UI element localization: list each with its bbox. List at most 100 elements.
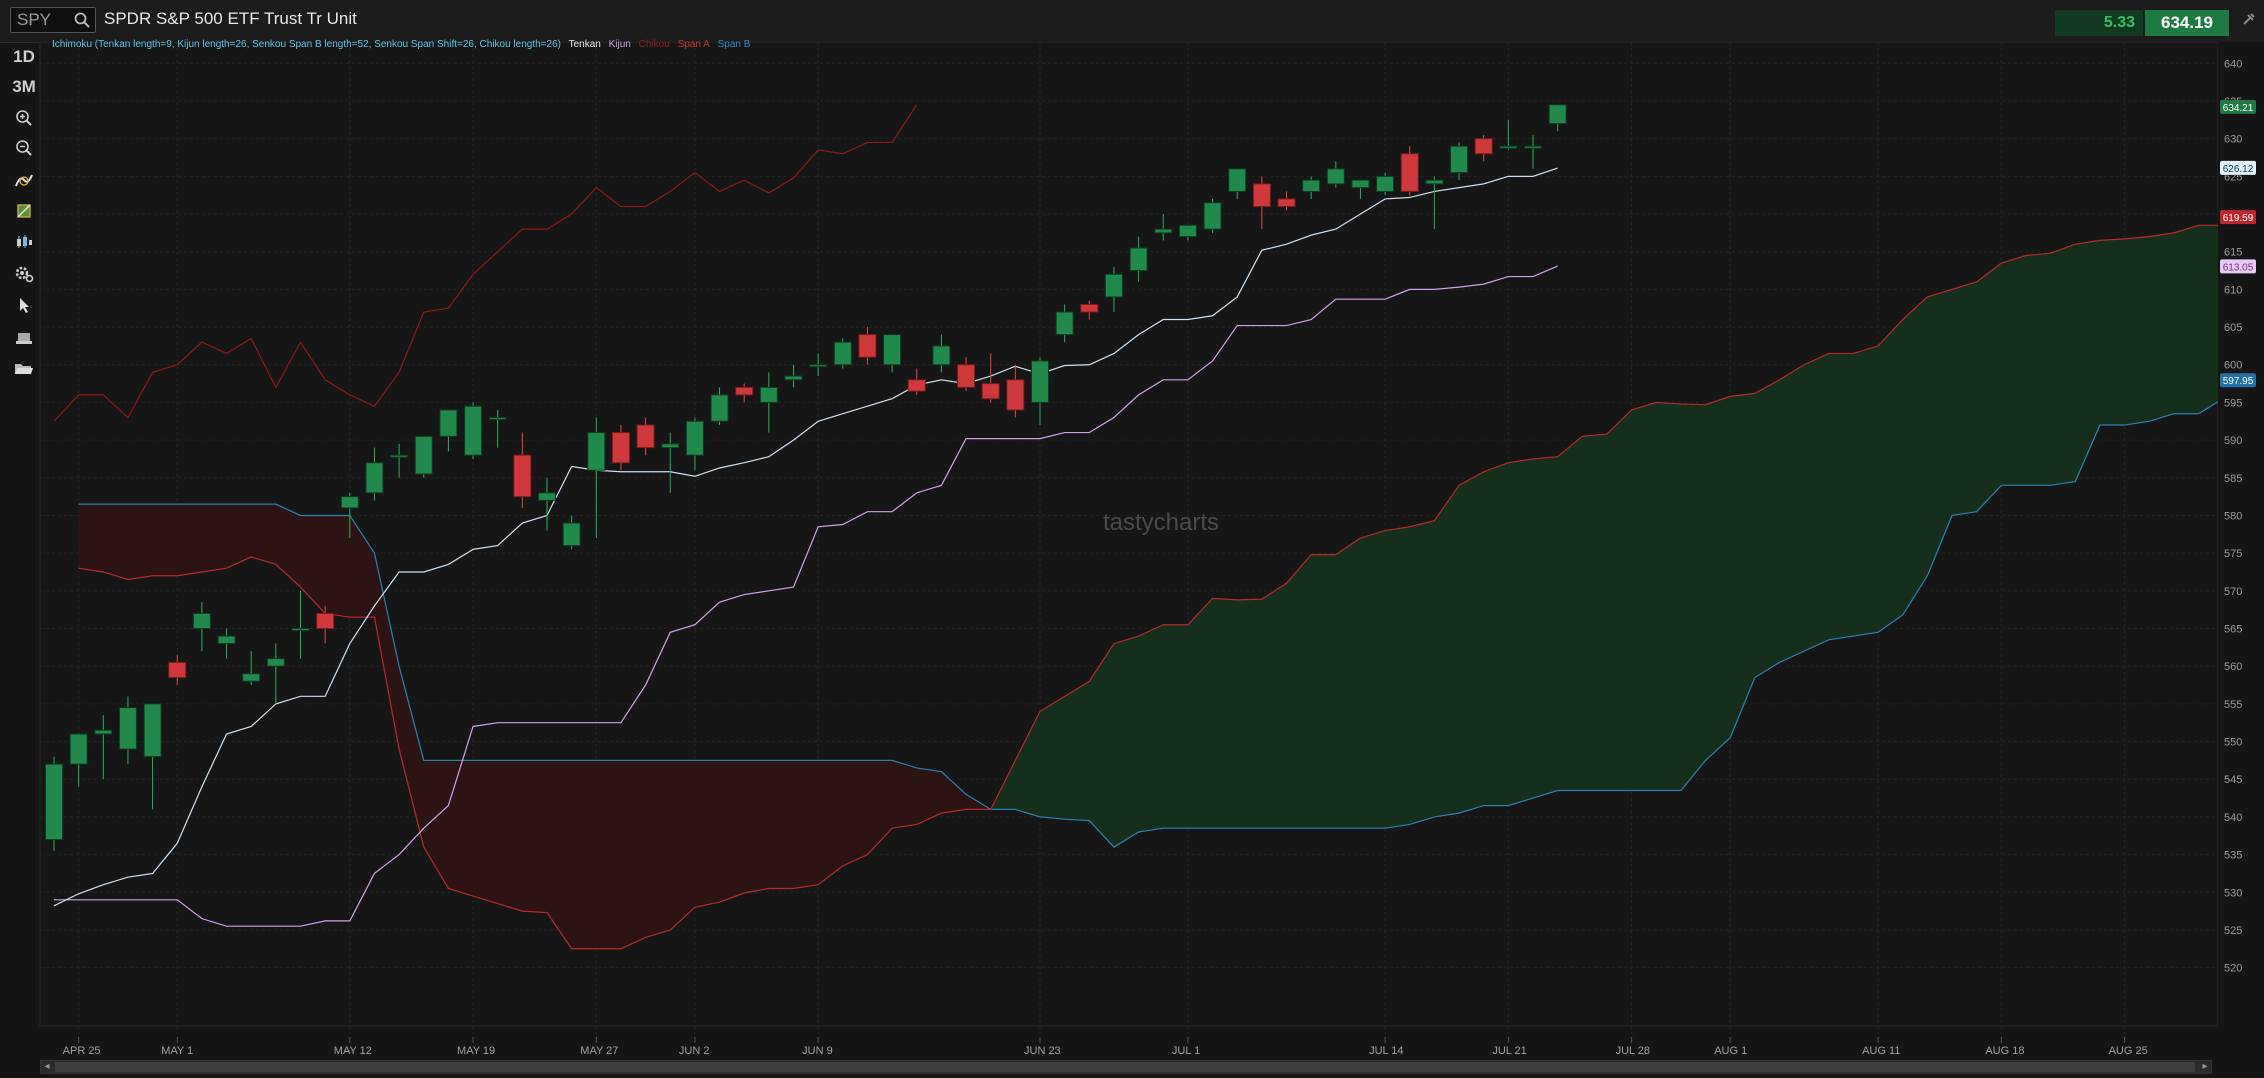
candle[interactable] [143, 703, 162, 758]
layout-icon[interactable] [8, 325, 40, 351]
price-tag-label: 626.12 [2223, 164, 2254, 175]
candle[interactable] [192, 612, 211, 630]
zoom-in-icon[interactable] [8, 105, 40, 131]
candle[interactable] [1055, 311, 1074, 336]
candle[interactable] [858, 334, 877, 358]
candle[interactable] [1031, 360, 1049, 403]
price-tag-label: 619.59 [2223, 213, 2254, 224]
zoom-out-icon[interactable] [8, 135, 40, 161]
candle[interactable] [636, 424, 655, 449]
candle[interactable] [784, 375, 803, 381]
candle[interactable] [759, 386, 778, 403]
price-axis-tick: 640 [2224, 58, 2242, 70]
cursor-icon[interactable] [8, 292, 40, 318]
candle[interactable] [1326, 168, 1345, 185]
indicator-name: Ichimoku (Tenkan length=9, Kijun length=… [52, 39, 561, 50]
candle[interactable] [316, 612, 335, 630]
candle[interactable] [1302, 179, 1321, 192]
folder-icon[interactable] [8, 356, 40, 382]
candle[interactable] [439, 409, 458, 437]
candle[interactable] [414, 435, 433, 475]
candle[interactable] [118, 707, 137, 750]
candle[interactable] [266, 658, 285, 667]
candle[interactable] [587, 432, 606, 471]
candle[interactable] [735, 386, 754, 396]
range-button[interactable]: 3M [12, 77, 36, 96]
candle[interactable] [69, 733, 88, 765]
candle[interactable] [932, 345, 951, 366]
candle[interactable] [1080, 303, 1099, 313]
candle[interactable] [488, 416, 507, 420]
candle[interactable] [217, 635, 236, 645]
candle[interactable] [1154, 228, 1173, 234]
candle[interactable] [1203, 202, 1222, 230]
candle[interactable] [242, 673, 261, 682]
drawings-icon[interactable] [8, 198, 40, 224]
candle[interactable] [513, 454, 532, 498]
symbol-search[interactable] [10, 7, 96, 33]
date-axis-label: JUN 23 [1024, 1045, 1061, 1057]
candle[interactable] [464, 405, 483, 456]
scroll-thumb[interactable] [55, 1062, 2195, 1072]
search-icon[interactable] [73, 11, 91, 29]
price-chart[interactable]: 6406356306256206156106056005955905855805… [0, 42, 2264, 1060]
price-axis-tick: 610 [2224, 284, 2242, 296]
symbol-input[interactable] [17, 10, 77, 30]
date-axis-label: JUL 14 [1369, 1045, 1403, 1057]
candle[interactable] [957, 364, 976, 388]
top-bar: SPDR S&P 500 ETF Trust Tr Unit 5.33 634.… [0, 0, 2264, 43]
candle[interactable] [1351, 179, 1370, 189]
pin-icon[interactable] [2242, 12, 2256, 26]
candle[interactable] [1228, 168, 1247, 192]
candle[interactable] [1277, 198, 1296, 207]
candle[interactable] [1524, 145, 1542, 149]
candle[interactable] [611, 432, 630, 464]
scroll-right-icon[interactable]: ▸ [2202, 1061, 2208, 1072]
candle[interactable] [833, 341, 852, 366]
candle[interactable] [94, 729, 113, 735]
price-axis-tick: 590 [2224, 435, 2242, 447]
candle[interactable] [45, 763, 63, 841]
cloud-bullish [990, 217, 2248, 848]
tenkan-line [53, 167, 1558, 907]
candle[interactable] [1104, 273, 1123, 298]
candle[interactable] [1400, 153, 1419, 192]
candle[interactable] [1252, 183, 1271, 207]
price-tag [2220, 160, 2256, 175]
candle[interactable] [538, 492, 556, 501]
chart-style-icon[interactable] [8, 229, 40, 255]
candle[interactable] [1376, 175, 1395, 192]
candle[interactable] [562, 522, 581, 547]
candle[interactable] [1474, 138, 1493, 155]
candle[interactable] [365, 462, 384, 494]
candle[interactable] [1006, 379, 1025, 411]
candle[interactable] [291, 628, 310, 632]
candle[interactable] [1450, 145, 1469, 174]
horizontal-scrollbar[interactable]: ◂ ▸ [40, 1060, 2212, 1074]
date-axis-label: JUN 2 [679, 1045, 710, 1057]
candle[interactable] [168, 661, 187, 678]
candle[interactable] [390, 454, 409, 458]
candle[interactable] [661, 443, 680, 449]
candle[interactable] [1425, 179, 1444, 185]
candle[interactable] [1129, 247, 1148, 272]
candle[interactable] [1548, 104, 1567, 125]
candle[interactable] [685, 420, 704, 456]
settings-icon[interactable] [8, 261, 40, 287]
net-change: 5.33 [2055, 10, 2143, 36]
candle[interactable] [907, 379, 926, 392]
kijun-line [54, 265, 1558, 927]
candle[interactable] [710, 394, 729, 422]
chikou-line [53, 104, 918, 422]
studies-icon[interactable] [8, 167, 40, 193]
instrument-title: SPDR S&P 500 ETF Trust Tr Unit [104, 9, 357, 28]
candle[interactable] [981, 383, 1000, 400]
candle[interactable] [809, 364, 828, 368]
price-tag [2220, 99, 2256, 114]
candle[interactable] [1499, 145, 1518, 149]
candle[interactable] [1178, 224, 1197, 238]
candle[interactable] [340, 496, 359, 509]
timeframe-button[interactable]: 1D [13, 47, 35, 66]
candle[interactable] [883, 334, 902, 366]
scroll-left-icon[interactable]: ◂ [44, 1061, 50, 1072]
